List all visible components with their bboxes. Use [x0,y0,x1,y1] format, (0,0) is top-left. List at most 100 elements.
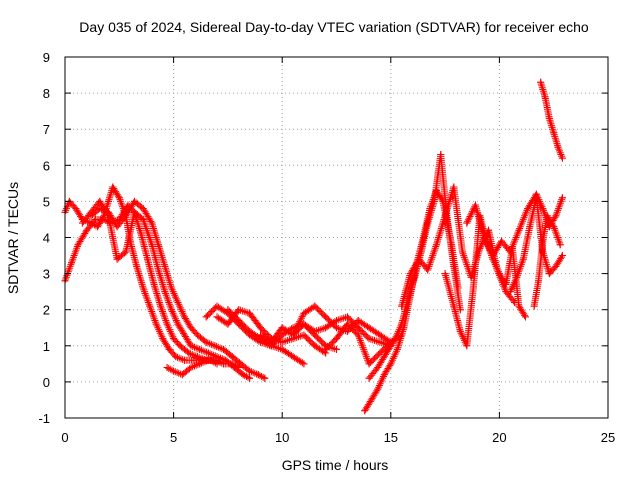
data-point [176,342,184,350]
data-point [96,197,104,205]
data-point [163,363,171,371]
data-point [398,302,406,310]
data-point [254,371,262,379]
data-point [178,371,186,379]
data-point [322,345,330,353]
data-point [552,212,560,220]
data-point [343,313,351,321]
data-point [545,114,553,122]
data-point [256,324,264,332]
data-point [96,205,104,213]
marker-trail [537,78,566,162]
data-point [113,223,121,231]
data-point [167,306,175,314]
data-point [354,317,362,325]
data-point [133,262,141,270]
data-point [161,262,169,270]
data-point [534,277,542,285]
x-tick-label: 15 [384,430,398,445]
y-tick-label: 6 [43,158,50,173]
data-point [278,338,286,346]
data-point [172,353,180,361]
data-point [170,367,178,375]
data-point [552,262,560,270]
data-point [222,356,230,364]
data-point [180,356,188,364]
data-point [469,284,477,292]
data-point [204,349,212,357]
data-point [441,270,449,278]
data-point [87,212,95,220]
data-point [524,205,532,213]
y-tick-label: 2 [43,303,50,318]
data-point [472,201,480,209]
data-point [322,324,330,332]
data-point [354,331,362,339]
x-tick-label: 25 [601,430,615,445]
data-point [541,93,549,101]
data-point [376,349,384,357]
data-point [539,248,547,256]
data-point [300,360,308,368]
data-point [213,313,221,321]
data-point [354,324,362,332]
data-point [144,255,152,263]
data-point [137,230,145,238]
data-point [300,320,308,328]
data-point [230,363,238,371]
data-point [506,288,514,296]
data-point [558,252,566,260]
data-point [122,212,130,220]
data-point [463,342,471,350]
data-point [246,327,254,335]
x-tick-label: 20 [492,430,506,445]
axis-ticks: 0 5 10 15 20 25 -1 0 1 2 3 4 5 6 7 8 9 [38,50,615,445]
data-point [78,219,86,227]
y-tick-label: 8 [43,86,50,101]
data-point [365,360,373,368]
data-point [311,302,319,310]
data-point [131,208,139,216]
data-point [104,208,112,216]
data-point [558,154,566,162]
data-point [235,317,243,325]
data-point [450,302,458,310]
data-point [72,205,80,213]
data-point [515,302,523,310]
data-point [502,280,510,288]
data-point [237,360,245,368]
data-point [311,342,319,350]
data-point [365,324,373,332]
data-point [174,320,182,328]
y-tick-label: -1 [38,411,50,426]
data-point [393,345,401,353]
data-point [458,248,466,256]
data-point [333,345,340,353]
data-point [376,338,384,346]
marker-trail [61,183,221,368]
data-point [157,302,165,310]
data-point [154,241,162,249]
data-point [139,215,147,223]
data-point [150,280,158,288]
data-point [180,313,188,321]
data-point [94,223,102,231]
y-tick-label: 0 [43,375,50,390]
data-point [165,345,173,353]
data-point [424,266,432,274]
data-point [406,270,414,278]
data-point [554,143,562,151]
data-point [382,349,390,357]
data-point [170,335,178,343]
data-point [311,327,319,335]
data-point [246,367,254,375]
data-point [521,313,529,321]
data-point [261,374,269,382]
y-tick-label: 9 [43,50,50,65]
data-point [148,241,156,249]
data-point [180,331,188,339]
data-point [322,313,330,321]
series-track-10 [289,313,395,350]
data-point [437,150,445,158]
data-point [146,302,154,310]
